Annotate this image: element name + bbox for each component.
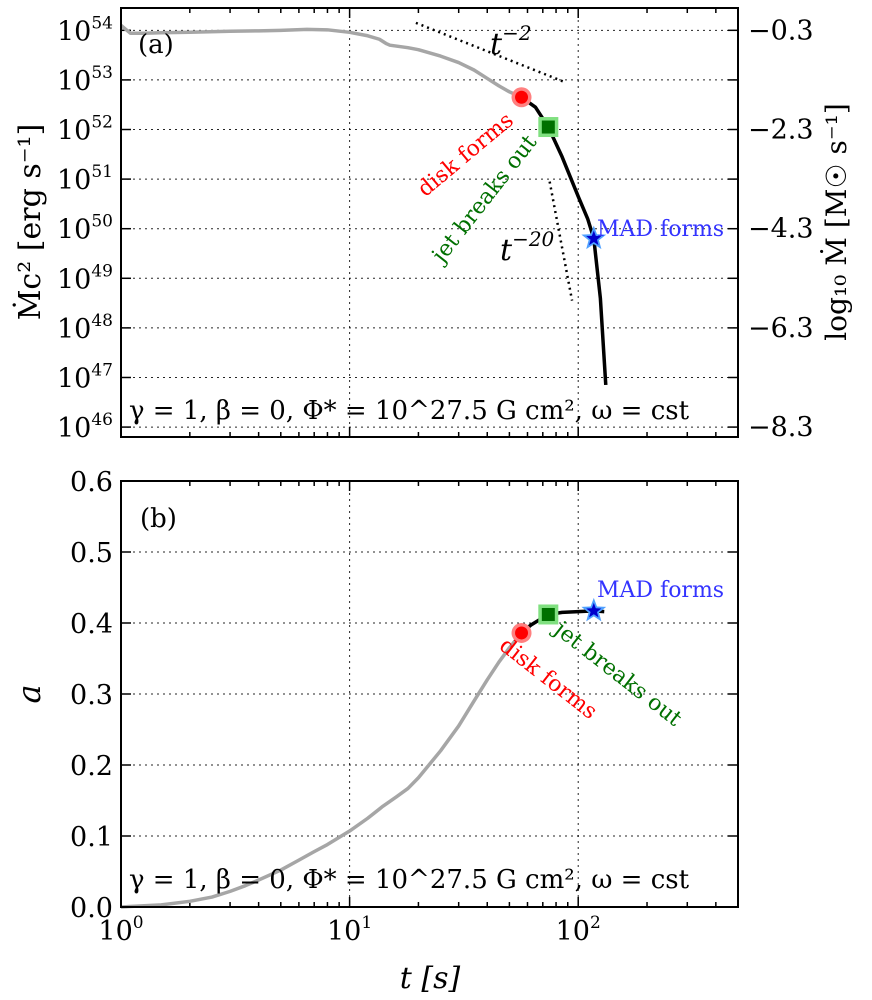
reference-line-2 — [548, 181, 574, 301]
y-tick-label-a-5: 1049 — [57, 261, 113, 295]
panel-label-b: (b) — [140, 504, 177, 534]
series-a-2 — [520, 95, 608, 386]
y-tick-label-a-4: 1050 — [57, 212, 113, 246]
caption-a: γ = 1, β = 0, Φ* = 10^27.5 G cm², ω = cs… — [129, 396, 690, 426]
y-tick-label-a-6: 1048 — [57, 311, 113, 345]
reference-label-t-2: t−2 — [490, 21, 532, 62]
y-tick-label-a-1: 1053 — [57, 63, 113, 97]
y-tick-label-b-4: 0.4 — [70, 609, 113, 640]
y-axis-label-b: a — [10, 684, 48, 703]
y-axis-label-a: Ṁc² [erg s⁻¹] — [12, 124, 48, 321]
marker-b-jet-breaks-out — [541, 607, 555, 621]
y-tick-label-b-6: 0.6 — [70, 467, 113, 498]
marker-a-MAD-forms — [586, 230, 602, 246]
x-axis-label: t [s] — [400, 961, 461, 996]
marker-b-MAD-forms — [586, 602, 602, 618]
y-tick-label-a-0: 1054 — [57, 13, 113, 47]
series-a-1 — [119, 24, 523, 99]
x-tick-label-1: 101 — [327, 913, 372, 947]
series-b-1 — [120, 631, 523, 909]
y-tick-label-a-8: 1046 — [57, 410, 113, 444]
y-axis-label-a-right: log₁₀ Ṁ [M☉ s⁻¹] — [820, 103, 853, 341]
y-tick-label-a-7: 1047 — [57, 360, 113, 394]
y-tick-label-a-2: 1052 — [57, 113, 113, 147]
marker-a-jet-breaks-out — [541, 120, 555, 134]
marker-b-disk-forms — [515, 626, 529, 640]
annotation-b-MAD-forms: MAD forms — [597, 578, 724, 603]
y-right-tick-label-a-4: −8.3 — [748, 412, 814, 443]
panel-label-a: (a) — [138, 30, 174, 60]
y-right-tick-label-a-2: −4.3 — [748, 214, 814, 245]
y-right-tick-label-a-0: −0.3 — [748, 15, 814, 46]
y-tick-label-b-0: 0.0 — [70, 893, 113, 924]
y-tick-label-b-1: 0.1 — [70, 822, 113, 853]
y-tick-label-b-2: 0.2 — [70, 751, 113, 782]
y-right-tick-label-a-1: −2.3 — [748, 115, 814, 146]
y-tick-label-b-3: 0.3 — [70, 680, 113, 711]
axis-labels: Ṁc² [erg s⁻¹] log₁₀ Ṁ [M☉ s⁻¹] a t [s] — [10, 103, 853, 996]
y-tick-label-a-3: 1051 — [57, 162, 113, 196]
annotation-a-MAD-forms: MAD forms — [597, 217, 724, 242]
marker-a-disk-forms — [515, 90, 529, 104]
x-tick-label-2: 102 — [556, 913, 601, 947]
y-tick-label-b-5: 0.5 — [70, 538, 113, 569]
x-tick-label-0: 100 — [98, 913, 143, 947]
caption-b: γ = 1, β = 0, Φ* = 10^27.5 G cm², ω = cs… — [129, 865, 690, 895]
reference-label-t-20: t−20 — [500, 227, 555, 268]
y-right-tick-label-a-3: −6.3 — [748, 313, 814, 344]
